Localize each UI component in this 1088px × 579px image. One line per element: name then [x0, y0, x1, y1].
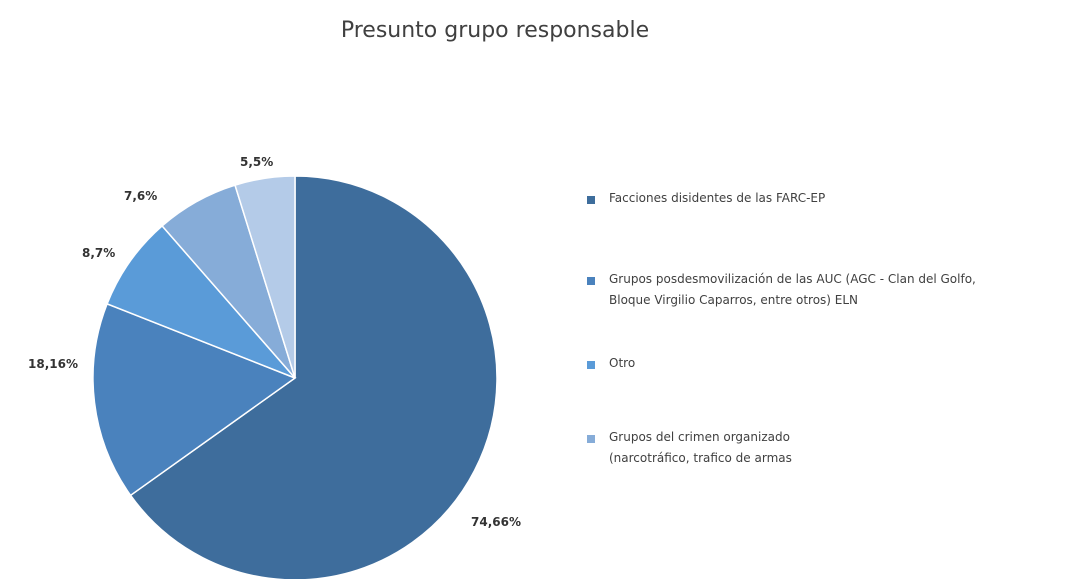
slice-label-1: 74,66% [471, 515, 521, 529]
chart-title: Presunto grupo responsable [340, 18, 650, 43]
legend-label-line: Bloque Virgilio Caparros, entre otros) E… [609, 293, 859, 307]
pie-slice-3 [106, 224, 296, 379]
legend-label: Grupos del crimen organizado (narcotráfic… [609, 427, 792, 469]
legend-label: Otro [609, 353, 635, 374]
legend-item-2: Grupos posdesmovilización de las AUC (AG… [587, 272, 976, 311]
slice-label-4: 7,6% [124, 189, 157, 203]
pie-slice-5 [234, 175, 296, 379]
legend-label-line: Grupos posdesmovilización de las AUC (AG… [609, 272, 976, 286]
legend-label-line: Otro [609, 356, 636, 370]
legend-item-1: Facciones disidentes de las FARC-EP [587, 191, 825, 209]
legend-swatch [587, 435, 595, 443]
legend-label-line: Grupos del crimen organizado [609, 430, 790, 444]
pie-slice-2 [92, 302, 297, 497]
legend-label-line: Facciones disidentes de las FARC-EP [609, 191, 826, 205]
legend-item-4: Grupos del crimen organizado (narcotráfic… [587, 430, 792, 469]
legend-label: Facciones disidentes de las FARC-EP [609, 188, 825, 209]
legend-swatch [587, 277, 595, 285]
legend-label-line: (narcotráfico, trafico de armas [609, 451, 792, 465]
legend-label: Grupos posdesmovilización de las AUC (AG… [609, 269, 976, 311]
slice-label-5: 5,5% [240, 155, 273, 169]
pie-slice-1 [129, 175, 498, 579]
legend-item-3: Otro [587, 356, 635, 374]
slice-label-3: 8,7% [82, 246, 115, 260]
legend-swatch [587, 361, 595, 369]
slice-label-2: 18,16% [28, 357, 78, 371]
legend-swatch [587, 196, 595, 204]
